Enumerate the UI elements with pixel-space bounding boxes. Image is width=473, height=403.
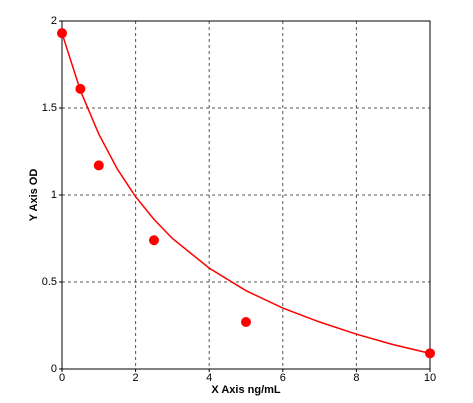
- x-tick-label: 2: [133, 372, 139, 384]
- y-tick-label: 1: [51, 189, 57, 201]
- data-point: [425, 348, 435, 359]
- x-tick-label: 0: [59, 372, 65, 384]
- plot-frame: [61, 20, 431, 370]
- fit-curve: [61, 32, 431, 355]
- y-tick-label: 1.5: [42, 102, 57, 114]
- data-point: [93, 160, 104, 171]
- y-axis-title: Y Axis OD: [28, 169, 40, 222]
- x-tick-label: 4: [206, 372, 212, 384]
- x-tick-label: 6: [280, 372, 286, 384]
- x-tick-label: 8: [353, 372, 359, 384]
- x-axis-title: X Axis ng/mL: [211, 384, 281, 396]
- y-tick-label: 0: [51, 363, 57, 375]
- data-point: [241, 317, 251, 328]
- data-point: [57, 28, 67, 39]
- x-tick-label: 10: [424, 372, 436, 384]
- y-tick-label: 0.5: [42, 276, 57, 288]
- data-point: [75, 83, 86, 94]
- y-tick-label: 2: [51, 15, 57, 27]
- data-point: [149, 235, 159, 246]
